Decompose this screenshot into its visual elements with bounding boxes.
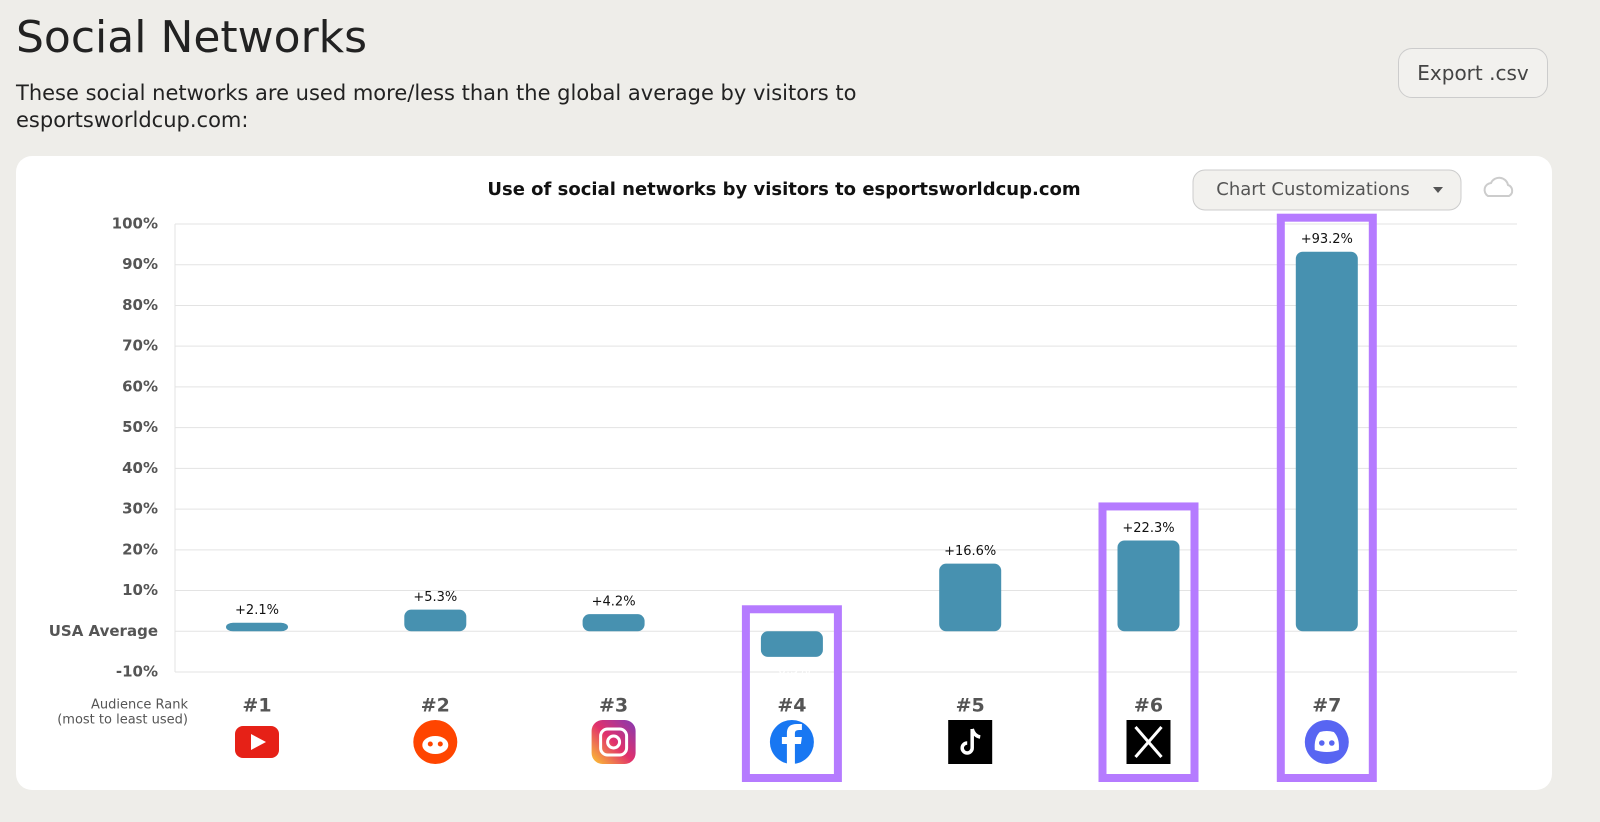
y-tick-label: 70% (122, 337, 158, 355)
x-tick-label: #6 (1134, 695, 1163, 717)
y-tick-label: -10% (116, 663, 158, 681)
instagram-icon (591, 720, 636, 764)
export-button[interactable]: Export .csv (1398, 48, 1548, 98)
x-tick-label: #2 (421, 695, 450, 717)
y-tick-label: 10% (122, 581, 158, 599)
highlight-box (1098, 502, 1199, 782)
reddit-eye (437, 741, 443, 747)
y-tick-label: 90% (122, 255, 158, 273)
reddit-face (422, 736, 449, 754)
y-tick-label: 40% (122, 459, 158, 477)
value-label: +5.3% (413, 590, 457, 605)
download-icon[interactable] (1483, 176, 1514, 197)
customize-button-label: Chart Customizations (1216, 179, 1409, 200)
youtube-play (251, 734, 266, 750)
y-tick-label: USA Average (49, 622, 158, 640)
instagram-lens (606, 734, 622, 750)
value-label: -6.3% (773, 662, 811, 677)
bar (1117, 540, 1180, 632)
y-tick-label: 20% (122, 540, 158, 558)
tiktok-note (960, 728, 981, 755)
x-sublabel: (most to least used) (57, 713, 188, 728)
y-tick-label: 80% (122, 296, 158, 314)
value-label: +2.1% (235, 603, 279, 618)
value-label: +16.6% (944, 544, 996, 559)
tiktok-icon (948, 720, 993, 764)
y-tick-label: 100% (112, 215, 158, 233)
value-label: +4.2% (592, 595, 636, 610)
bar (226, 622, 288, 632)
x-tick-label: #7 (1312, 695, 1341, 717)
facebook-f (781, 724, 802, 764)
x-tick-label: #5 (956, 695, 985, 717)
bar (404, 609, 467, 632)
discord-eye (1319, 740, 1325, 746)
y-tick-label: 30% (122, 500, 158, 518)
x-label: Audience Rank (91, 698, 188, 713)
bar (582, 614, 645, 632)
value-label: +93.2% (1301, 232, 1353, 247)
x-tick-label: #3 (599, 695, 628, 717)
network-icon (413, 720, 458, 764)
value-label: +22.3% (1122, 521, 1174, 536)
page-subtitle: These social networks are used more/less… (16, 81, 857, 132)
x-mark (1134, 726, 1163, 758)
chart-title: Use of social networks by visitors to es… (487, 179, 1080, 200)
network-icon (769, 720, 814, 764)
discord-face (1314, 731, 1339, 752)
highlight-box (741, 605, 842, 782)
page-title: Social Networks (16, 12, 368, 63)
network-icon (1126, 720, 1171, 764)
x-tick-label: #1 (242, 695, 271, 717)
dropdown-arrow (1433, 187, 1443, 193)
y-tick-label: 60% (122, 377, 158, 395)
network-icon (235, 726, 279, 758)
highlight-box (1276, 213, 1377, 783)
bar (1295, 251, 1358, 632)
discord-eye (1329, 740, 1335, 746)
bar (760, 631, 823, 657)
network-icon (948, 720, 993, 764)
reddit-eye (427, 741, 433, 747)
instagram-frame (599, 727, 629, 757)
y-tick-label: 50% (122, 418, 158, 436)
x-tick-label: #4 (777, 695, 806, 717)
network-icon (1304, 720, 1349, 764)
network-icon (591, 720, 636, 764)
customize-button[interactable] (1192, 169, 1462, 211)
bar (939, 563, 1002, 632)
